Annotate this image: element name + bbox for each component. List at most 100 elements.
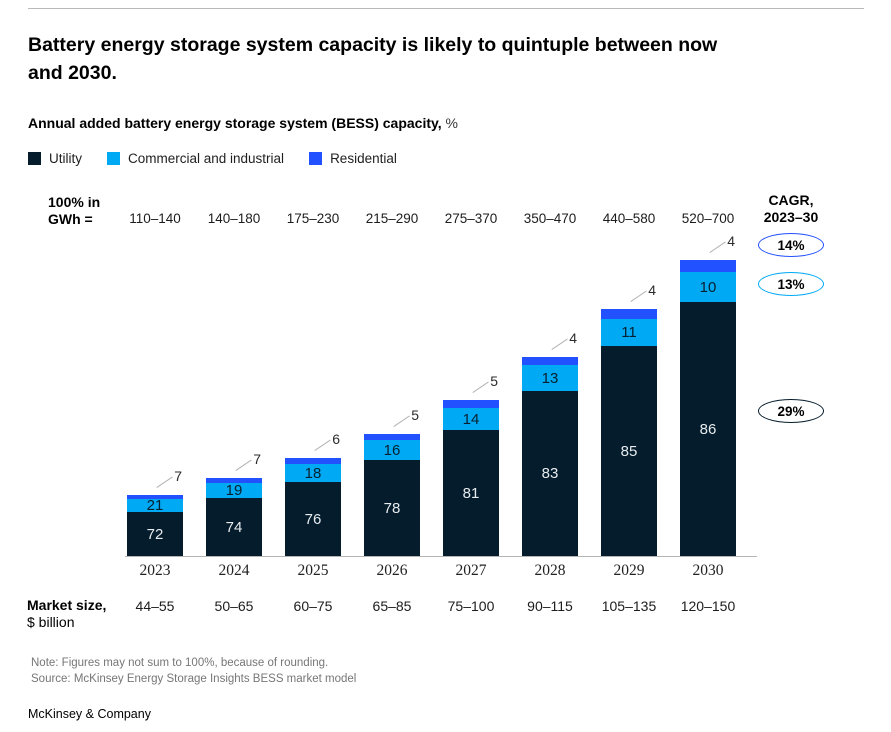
segment-utility-2026: 78: [364, 460, 420, 556]
gwh-axis-header: 100% in GWh =: [48, 194, 100, 228]
cagr-oval-commercial-and-industrial: 13%: [758, 272, 824, 296]
page-title: Battery energy storage system capacity i…: [28, 34, 718, 84]
chart-subtitle-text: Annual added battery energy storage syst…: [28, 115, 442, 131]
segment-residential-2025: [285, 458, 341, 464]
utility-value-label: 74: [225, 518, 243, 536]
segment-residential-2026: [364, 434, 420, 440]
year-label-2027: 2027: [455, 562, 487, 579]
residential-value-callout-2024: 7: [253, 451, 261, 467]
legend-swatch: [309, 152, 323, 165]
segment-commercial-industrial-2024: 19: [206, 483, 262, 498]
market-size-value-2026: 65–85: [372, 598, 412, 614]
segment-residential-2030: [680, 260, 736, 272]
market-size-value-2025: 60–75: [293, 598, 333, 614]
legend-label: Residential: [330, 151, 397, 166]
bar-2030: 4 10 86: [680, 233, 736, 556]
commercial-industrial-value-label: 14: [462, 410, 480, 428]
cagr-header-line1: CAGR,: [768, 192, 814, 208]
residential-value-callout-2030: 4: [727, 233, 735, 249]
utility-value-label: 76: [304, 510, 322, 528]
segment-utility-2027: 81: [443, 430, 499, 556]
segment-commercial-industrial-2027: 14: [443, 408, 499, 430]
commercial-industrial-value-label: 13: [541, 369, 559, 387]
utility-value-label: 78: [383, 499, 401, 517]
note-text: Note: Figures may not sum to 100%, becau…: [31, 657, 329, 669]
segment-utility-2024: 74: [206, 498, 262, 556]
callout-connector-line: [393, 415, 410, 427]
segment-residential-2023: [127, 495, 183, 499]
residential-value-callout-2026: 5: [411, 407, 419, 423]
residential-value-callout-2029: 4: [648, 282, 656, 298]
bar-2024: 7 19 74: [206, 451, 262, 556]
cagr-header-line2: 2023–30: [763, 209, 819, 225]
callout-connector-line: [709, 241, 726, 253]
segment-utility-2030: 86: [680, 302, 736, 556]
market-size-value-2028: 90–115: [527, 598, 573, 614]
market-size-row-header-line1: Market size,: [27, 597, 107, 613]
legend-swatch: [28, 152, 41, 165]
gwh-range-label-2028: 350–470: [523, 211, 577, 226]
top-divider: [28, 8, 864, 9]
legend-label: Utility: [49, 151, 82, 166]
market-size-value-2027: 75–100: [447, 598, 495, 614]
utility-value-label: 85: [620, 442, 638, 460]
commercial-industrial-value-label: 16: [383, 441, 401, 459]
x-axis-line: [125, 556, 757, 557]
residential-value-callout-2023: 7: [174, 468, 182, 484]
segment-residential-2029: [601, 309, 657, 319]
utility-value-label: 83: [541, 465, 559, 482]
residential-value-callout-2028: 4: [569, 330, 577, 346]
callout-connector-line: [235, 459, 252, 471]
commercial-industrial-value-label: 11: [621, 324, 637, 341]
market-size-value-2029: 105–135: [601, 598, 657, 614]
legend-item-utility: Utility: [28, 151, 82, 166]
bar-2028: 4 13 83: [522, 330, 578, 556]
callout-connector-line: [314, 439, 331, 451]
market-size-value-2023: 44–55: [135, 598, 175, 614]
segment-commercial-industrial-2023: 21: [127, 498, 183, 513]
mckinsey-wordmark: McKinsey & Company: [28, 707, 151, 721]
market-size-row-header-line2: $ billion: [27, 614, 75, 630]
segment-residential-2028: [522, 357, 578, 365]
market-size-row-header: Market size, $ billion: [27, 597, 106, 631]
callout-connector-line: [156, 476, 173, 488]
year-label-2026: 2026: [376, 562, 408, 579]
gwh-range-label-2029: 440–580: [602, 211, 656, 226]
segment-residential-2027: [443, 400, 499, 408]
chart-subtitle: Annual added battery energy storage syst…: [28, 115, 458, 131]
source-text: Source: McKinsey Energy Storage Insights…: [31, 672, 357, 685]
cagr-oval-residential: 14%: [758, 233, 824, 257]
year-label-2030: 2030: [692, 562, 724, 579]
segment-utility-2029: 85: [601, 346, 657, 556]
legend-label: Commercial and industrial: [128, 151, 285, 166]
legend: Utility Commercial and industrial Resident…: [28, 151, 397, 166]
commercial-industrial-value-label: 18: [304, 464, 322, 482]
utility-value-label: 72: [146, 525, 164, 543]
segment-utility-2025: 76: [285, 482, 341, 556]
year-label-2023: 2023: [139, 562, 171, 579]
segment-utility-2028: 83: [522, 391, 578, 556]
gwh-axis-header-line1: 100% in: [48, 194, 101, 210]
commercial-industrial-value-label: 10: [699, 278, 717, 296]
residential-value-callout-2025: 6: [332, 431, 340, 447]
market-size-value-2030: 120–150: [680, 598, 736, 614]
chart-subtitle-unit: %: [445, 115, 458, 131]
cagr-header: CAGR, 2023–30: [748, 192, 834, 226]
gwh-axis-header-line2: GWh =: [48, 211, 93, 227]
segment-commercial-industrial-2025: 18: [285, 464, 341, 482]
legend-item-residential: Residential: [309, 151, 397, 166]
bar-2027: 5 14 81: [443, 373, 499, 556]
segment-commercial-industrial-2030: 10: [680, 272, 736, 302]
year-label-2029: 2029: [613, 562, 645, 579]
segment-utility-2023: 72: [127, 512, 183, 556]
legend-swatch: [107, 152, 120, 165]
residential-value-callout-2027: 5: [490, 373, 498, 389]
utility-value-label: 81: [462, 484, 480, 502]
cagr-oval-utility: 29%: [758, 399, 824, 423]
commercial-industrial-value-label: 19: [225, 482, 243, 499]
year-label-2028: 2028: [534, 562, 566, 579]
callout-connector-line: [551, 338, 568, 350]
legend-item-commercial-and-industrial: Commercial and industrial: [107, 151, 284, 166]
callout-connector-line: [630, 290, 647, 302]
